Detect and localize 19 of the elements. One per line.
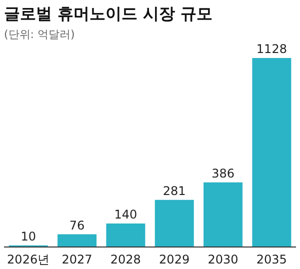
data-label: 140 xyxy=(114,208,138,222)
x-tick-label: 2035 xyxy=(256,252,287,267)
bar xyxy=(106,224,146,247)
bar xyxy=(58,234,97,247)
data-label: 1128 xyxy=(256,42,287,56)
data-label: 10 xyxy=(20,229,36,244)
x-tick-label: 2030 xyxy=(208,252,238,267)
chart-title: 글로벌 휴머노이드 시장 규모 xyxy=(4,4,213,25)
data-label: 76 xyxy=(69,218,85,232)
x-tick-label: 2026년 xyxy=(7,252,50,267)
x-tick-label: 2027 xyxy=(62,252,92,267)
data-label: 386 xyxy=(212,166,234,180)
x-tick-label: 2029 xyxy=(159,252,190,267)
x-tick-label: 2028 xyxy=(110,252,141,267)
chart-subtitle: (단위: 억달러) xyxy=(4,27,75,42)
bar xyxy=(204,182,243,247)
bar xyxy=(252,58,292,247)
data-label: 281 xyxy=(162,184,186,198)
bar xyxy=(154,200,194,247)
